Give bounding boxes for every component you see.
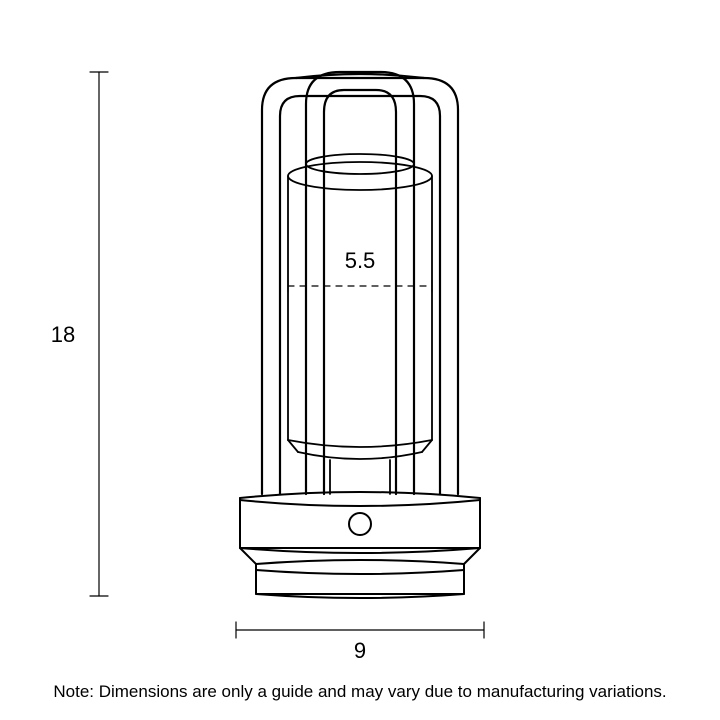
lamp-base — [240, 492, 480, 598]
width-label: 9 — [354, 638, 366, 660]
footnote-text: Note: Dimensions are only a guide and ma… — [0, 682, 720, 702]
cage-frame — [262, 72, 458, 494]
height-dimension — [90, 72, 108, 596]
inner-width-label: 5.5 — [345, 248, 376, 273]
width-dimension — [236, 622, 484, 638]
inner-cylinder — [288, 154, 432, 494]
diagram-canvas: 18 9 5.5 Note: Dimensions are only a gui… — [0, 0, 720, 720]
power-button-icon — [349, 513, 371, 535]
height-label: 18 — [51, 322, 75, 347]
lamp-technical-drawing: 18 9 5.5 — [0, 0, 720, 660]
